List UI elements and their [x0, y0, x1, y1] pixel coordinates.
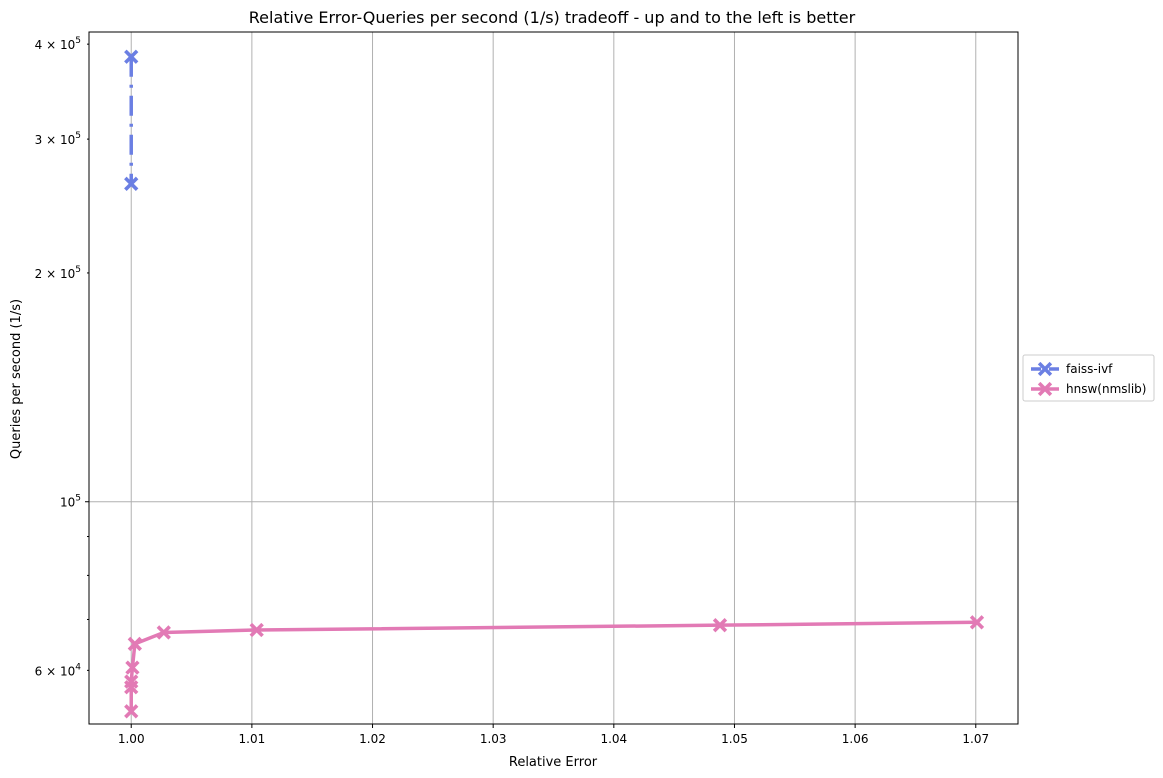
plot-frame	[88, 31, 1019, 725]
y-tick-label: 4 × 105	[35, 36, 81, 52]
data-point	[712, 618, 728, 633]
legend-label: hnsw(nmslib)	[1066, 382, 1146, 396]
x-tick-label: 1.03	[480, 732, 507, 746]
y-tick-label: 3 × 105	[35, 131, 81, 147]
y-tick-base: 10	[60, 133, 75, 147]
data-point	[124, 674, 139, 689]
y-tick-exponent: 5	[75, 265, 81, 275]
data-point	[156, 625, 171, 640]
data-point	[125, 660, 140, 675]
data-point	[124, 704, 139, 719]
legend: faiss-ivf hnsw(nmslib)	[1022, 354, 1155, 402]
legend-entry: faiss-ivf	[1031, 361, 1113, 377]
y-tick-base: 10	[60, 496, 75, 510]
x-tick-label: 1.05	[721, 732, 748, 746]
data-point	[249, 622, 264, 638]
series-1	[124, 49, 139, 191]
series-layer	[124, 49, 985, 719]
y-tick-base: 10	[60, 38, 75, 52]
x-tick-label: 1.02	[359, 732, 386, 746]
y-tick-mantissa: 6	[35, 664, 43, 678]
y-tick-mantissa: 4	[35, 38, 43, 52]
x-tick-label: 1.07	[962, 732, 989, 746]
data-point	[969, 615, 985, 630]
y-tick-mantissa: 2	[35, 267, 43, 281]
x-axis-label: Relative Error	[509, 755, 598, 770]
y-tick-base: 10	[60, 664, 75, 678]
y-tick-times: ×	[42, 38, 60, 52]
y-tick-times: ×	[42, 267, 60, 281]
x-tick-label: 1.01	[239, 732, 266, 746]
y-tick-label: 6 × 104	[35, 662, 82, 678]
y-tick-times: ×	[42, 133, 60, 147]
legend-label: faiss-ivf	[1066, 362, 1113, 376]
chart-title: Relative Error-Queries per second (1/s) …	[249, 8, 856, 27]
y-tick-exponent: 5	[75, 494, 81, 504]
legend-marker	[1037, 361, 1053, 377]
data-point	[124, 176, 139, 191]
y-tick-exponent: 5	[75, 36, 81, 46]
y-tick-times: ×	[42, 664, 60, 678]
x-tick-label: 1.04	[600, 732, 627, 746]
data-point	[127, 636, 142, 652]
x-tick-label: 1.06	[842, 732, 869, 746]
series-2	[124, 615, 985, 719]
y-tick-base: 10	[60, 267, 75, 281]
legend-marker	[1037, 381, 1053, 397]
grid	[89, 32, 1018, 724]
y-tick-exponent: 5	[75, 131, 81, 141]
y-tick-mantissa: 3	[35, 133, 43, 147]
y-tick-exponent: 4	[75, 662, 81, 672]
data-point	[124, 49, 139, 64]
x-tick-label: 1.00	[118, 732, 145, 746]
y-tick-label: 2 × 105	[35, 265, 81, 281]
y-axis-label: Queries per second (1/s)	[9, 299, 24, 459]
y-tick-label: 105	[60, 494, 81, 510]
legend-entry: hnsw(nmslib)	[1031, 381, 1146, 397]
